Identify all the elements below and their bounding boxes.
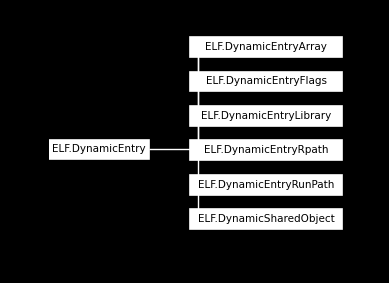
Text: ELF.DynamicEntry: ELF.DynamicEntry [52, 144, 146, 155]
FancyBboxPatch shape [49, 140, 149, 159]
Text: ELF.DynamicEntryFlags: ELF.DynamicEntryFlags [206, 76, 327, 87]
FancyBboxPatch shape [191, 37, 342, 57]
Text: ELF.DynamicEntryArray: ELF.DynamicEntryArray [205, 42, 327, 52]
FancyBboxPatch shape [191, 175, 342, 194]
Text: ELF.DynamicEntryLibrary: ELF.DynamicEntryLibrary [201, 111, 331, 121]
Text: ELF.DynamicEntryRunPath: ELF.DynamicEntryRunPath [198, 180, 335, 190]
Text: ELF.DynamicEntryRpath: ELF.DynamicEntryRpath [204, 145, 329, 155]
Text: ELF.DynamicSharedObject: ELF.DynamicSharedObject [198, 214, 335, 224]
FancyBboxPatch shape [191, 209, 342, 229]
FancyBboxPatch shape [191, 72, 342, 91]
FancyBboxPatch shape [191, 140, 342, 160]
FancyBboxPatch shape [191, 106, 342, 126]
